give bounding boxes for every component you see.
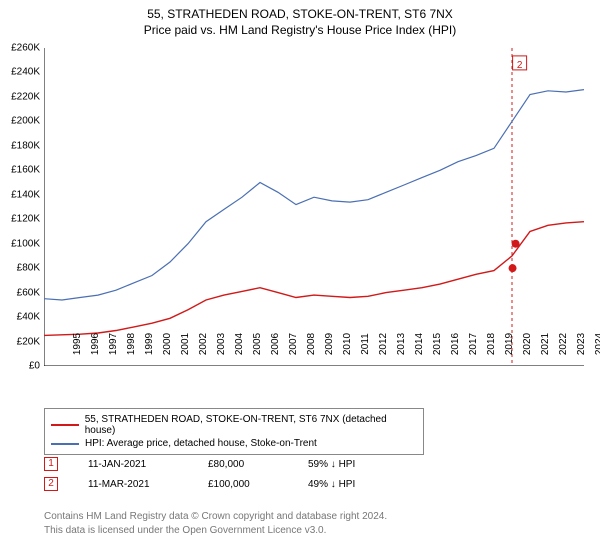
sale-delta: 49% ↓ HPI [308,479,355,490]
legend-label: 55, STRATHEDEN ROAD, STOKE-ON-TRENT, ST6… [85,414,417,436]
footer-attribution: Contains HM Land Registry data © Crown c… [44,510,387,537]
y-axis-label: £240K [11,67,44,78]
y-axis-label: £160K [11,165,44,176]
legend: 55, STRATHEDEN ROAD, STOKE-ON-TRENT, ST6… [44,408,424,455]
y-axis-label: £0 [29,361,44,372]
chart-subtitle: Price paid vs. HM Land Registry's House … [0,22,600,38]
legend-item: HPI: Average price, detached house, Stok… [51,437,417,450]
y-axis-label: £220K [11,91,44,102]
sale-price: £100,000 [208,479,278,490]
legend-label: HPI: Average price, detached house, Stok… [85,438,317,449]
title-block: 55, STRATHEDEN ROAD, STOKE-ON-TRENT, ST6… [0,0,600,38]
chart-title: 55, STRATHEDEN ROAD, STOKE-ON-TRENT, ST6… [0,6,600,22]
y-axis-label: £200K [11,116,44,127]
y-axis-label: £260K [11,43,44,54]
y-axis-label: £180K [11,140,44,151]
sale-delta: 59% ↓ HPI [308,459,355,470]
sale-price: £80,000 [208,459,278,470]
footer-line-1: Contains HM Land Registry data © Crown c… [44,510,387,524]
sale-date: 11-MAR-2021 [88,479,178,490]
sale-date: 11-JAN-2021 [88,459,178,470]
y-axis-label: £60K [17,287,44,298]
footer-line-2: This data is licensed under the Open Gov… [44,524,387,538]
sales-table: 1 11-JAN-2021 £80,000 59% ↓ HPI 2 11-MAR-2021… [44,454,355,494]
legend-swatch [51,443,79,445]
svg-text:2: 2 [517,60,523,71]
chart-container: 55, STRATHEDEN ROAD, STOKE-ON-TRENT, ST6… [0,0,600,560]
x-axis-label: 2025 [584,333,600,355]
chart-plot-area: 2 £0£20K£40K£60K£80K£100K£120K£140K£160K… [44,48,584,366]
y-axis-label: £80K [17,263,44,274]
legend-item: 55, STRATHEDEN ROAD, STOKE-ON-TRENT, ST6… [51,413,417,437]
chart-svg: 2 [44,48,584,366]
legend-swatch [51,424,79,426]
y-axis-label: £140K [11,189,44,200]
y-axis-label: £100K [11,238,44,249]
y-axis-label: £120K [11,214,44,225]
sales-row: 1 11-JAN-2021 £80,000 59% ↓ HPI [44,454,355,474]
y-axis-label: £20K [17,336,44,347]
sale-marker-ref: 1 [44,457,58,471]
sale-marker-ref: 2 [44,477,58,491]
y-axis-label: £40K [17,312,44,323]
sales-row: 2 11-MAR-2021 £100,000 49% ↓ HPI [44,474,355,494]
